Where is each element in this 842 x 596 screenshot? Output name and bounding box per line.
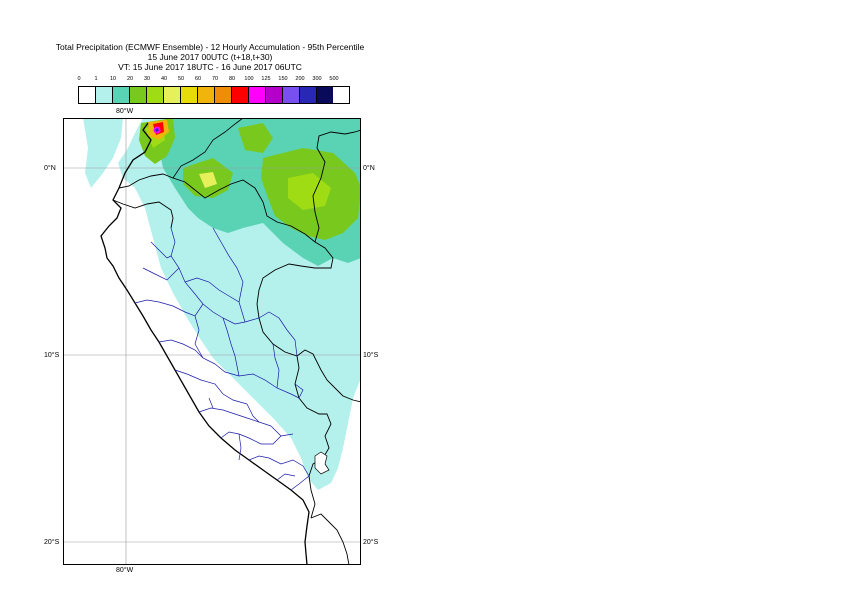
legend-swatch — [181, 87, 198, 103]
legend-tick-label: 50 — [177, 76, 185, 82]
title-line-2: 15 June 2017 00UTC (t+18,t+30) — [147, 52, 273, 62]
legend-swatch — [113, 87, 130, 103]
lat-label-right-1: 10°S — [363, 352, 379, 359]
regional-boundaries — [134, 227, 310, 491]
legend-swatch — [130, 87, 147, 103]
border-bolivia — [294, 355, 332, 519]
legend-swatch — [96, 87, 113, 103]
border-chile-bolivia — [310, 513, 350, 565]
coastline — [100, 122, 310, 565]
lake-titicaca — [314, 451, 330, 475]
precip-area-yellow — [199, 172, 217, 188]
legend-tick-label: 80 — [228, 76, 236, 82]
legend-tick-label: 40 — [160, 76, 168, 82]
legend-tick-label: 0 — [77, 76, 81, 82]
legend-labels: 0 1 10 20 30 40 50 60 70 80 100 125 150 200 300 500 — [77, 76, 350, 85]
lat-label-right-0: 0°N — [363, 165, 375, 172]
legend-tick-label: 70 — [211, 76, 219, 82]
legend-swatch — [215, 87, 232, 103]
legend-swatch — [198, 87, 215, 103]
precip-area-yellowgreen — [288, 173, 331, 210]
legend-swatch — [283, 87, 300, 103]
color-legend: 0 1 10 20 30 40 50 60 70 80 100 125 150 200 300 500 — [77, 76, 350, 104]
lat-label-right-2: 20°S — [363, 539, 379, 546]
legend-bar — [78, 86, 350, 104]
legend-swatch — [317, 87, 333, 103]
legend-tick-label: 300 — [312, 76, 322, 82]
border-colombia-ecuador-peru — [118, 173, 316, 243]
title-line-3: VT: 15 June 2017 18UTC - 16 June 2017 06… — [118, 62, 302, 72]
map-frame — [63, 118, 361, 565]
legend-swatch — [164, 87, 181, 103]
legend-tick-label: 10 — [109, 76, 117, 82]
precip-area-light-west — [83, 118, 123, 188]
bottom-longitude-label: 80°W — [116, 567, 134, 574]
legend-tick-label: 1 — [94, 76, 98, 82]
lat-label-left-2: 20°S — [44, 539, 60, 546]
border-peru-brazil — [256, 241, 361, 403]
legend-tick-label: 150 — [278, 76, 288, 82]
legend-swatch — [79, 87, 96, 103]
legend-swatch — [266, 87, 283, 103]
precip-area-green-ne — [238, 123, 273, 153]
precipitation-map — [63, 118, 361, 565]
legend-swatch — [147, 87, 164, 103]
legend-swatch — [249, 87, 266, 103]
title-line-1: Total Precipitation (ECMWF Ensemble) - 1… — [55, 42, 365, 52]
legend-tick-label: 30 — [143, 76, 151, 82]
border-colombia-inner — [172, 118, 244, 179]
legend-tick-label: 500 — [329, 76, 339, 82]
lat-label-left-1: 10°S — [44, 352, 60, 359]
border-brazil-colombia — [312, 129, 361, 243]
legend-tick-label: 100 — [244, 76, 254, 82]
legend-swatch — [300, 87, 317, 103]
precip-core-dark — [155, 128, 159, 132]
legend-tick-label: 200 — [295, 76, 305, 82]
precip-area-light-south — [325, 298, 361, 480]
legend-tick-label: 60 — [194, 76, 202, 82]
border-ecuador-peru — [112, 199, 174, 229]
top-longitude-label: 80°W — [116, 108, 134, 115]
legend-tick-label: 125 — [261, 76, 271, 82]
map-title: Total Precipitation (ECMWF Ensemble) - 1… — [0, 42, 420, 72]
legend-swatch — [232, 87, 249, 103]
lat-label-left-0: 0°N — [44, 165, 56, 172]
legend-tick-label: 20 — [126, 76, 134, 82]
